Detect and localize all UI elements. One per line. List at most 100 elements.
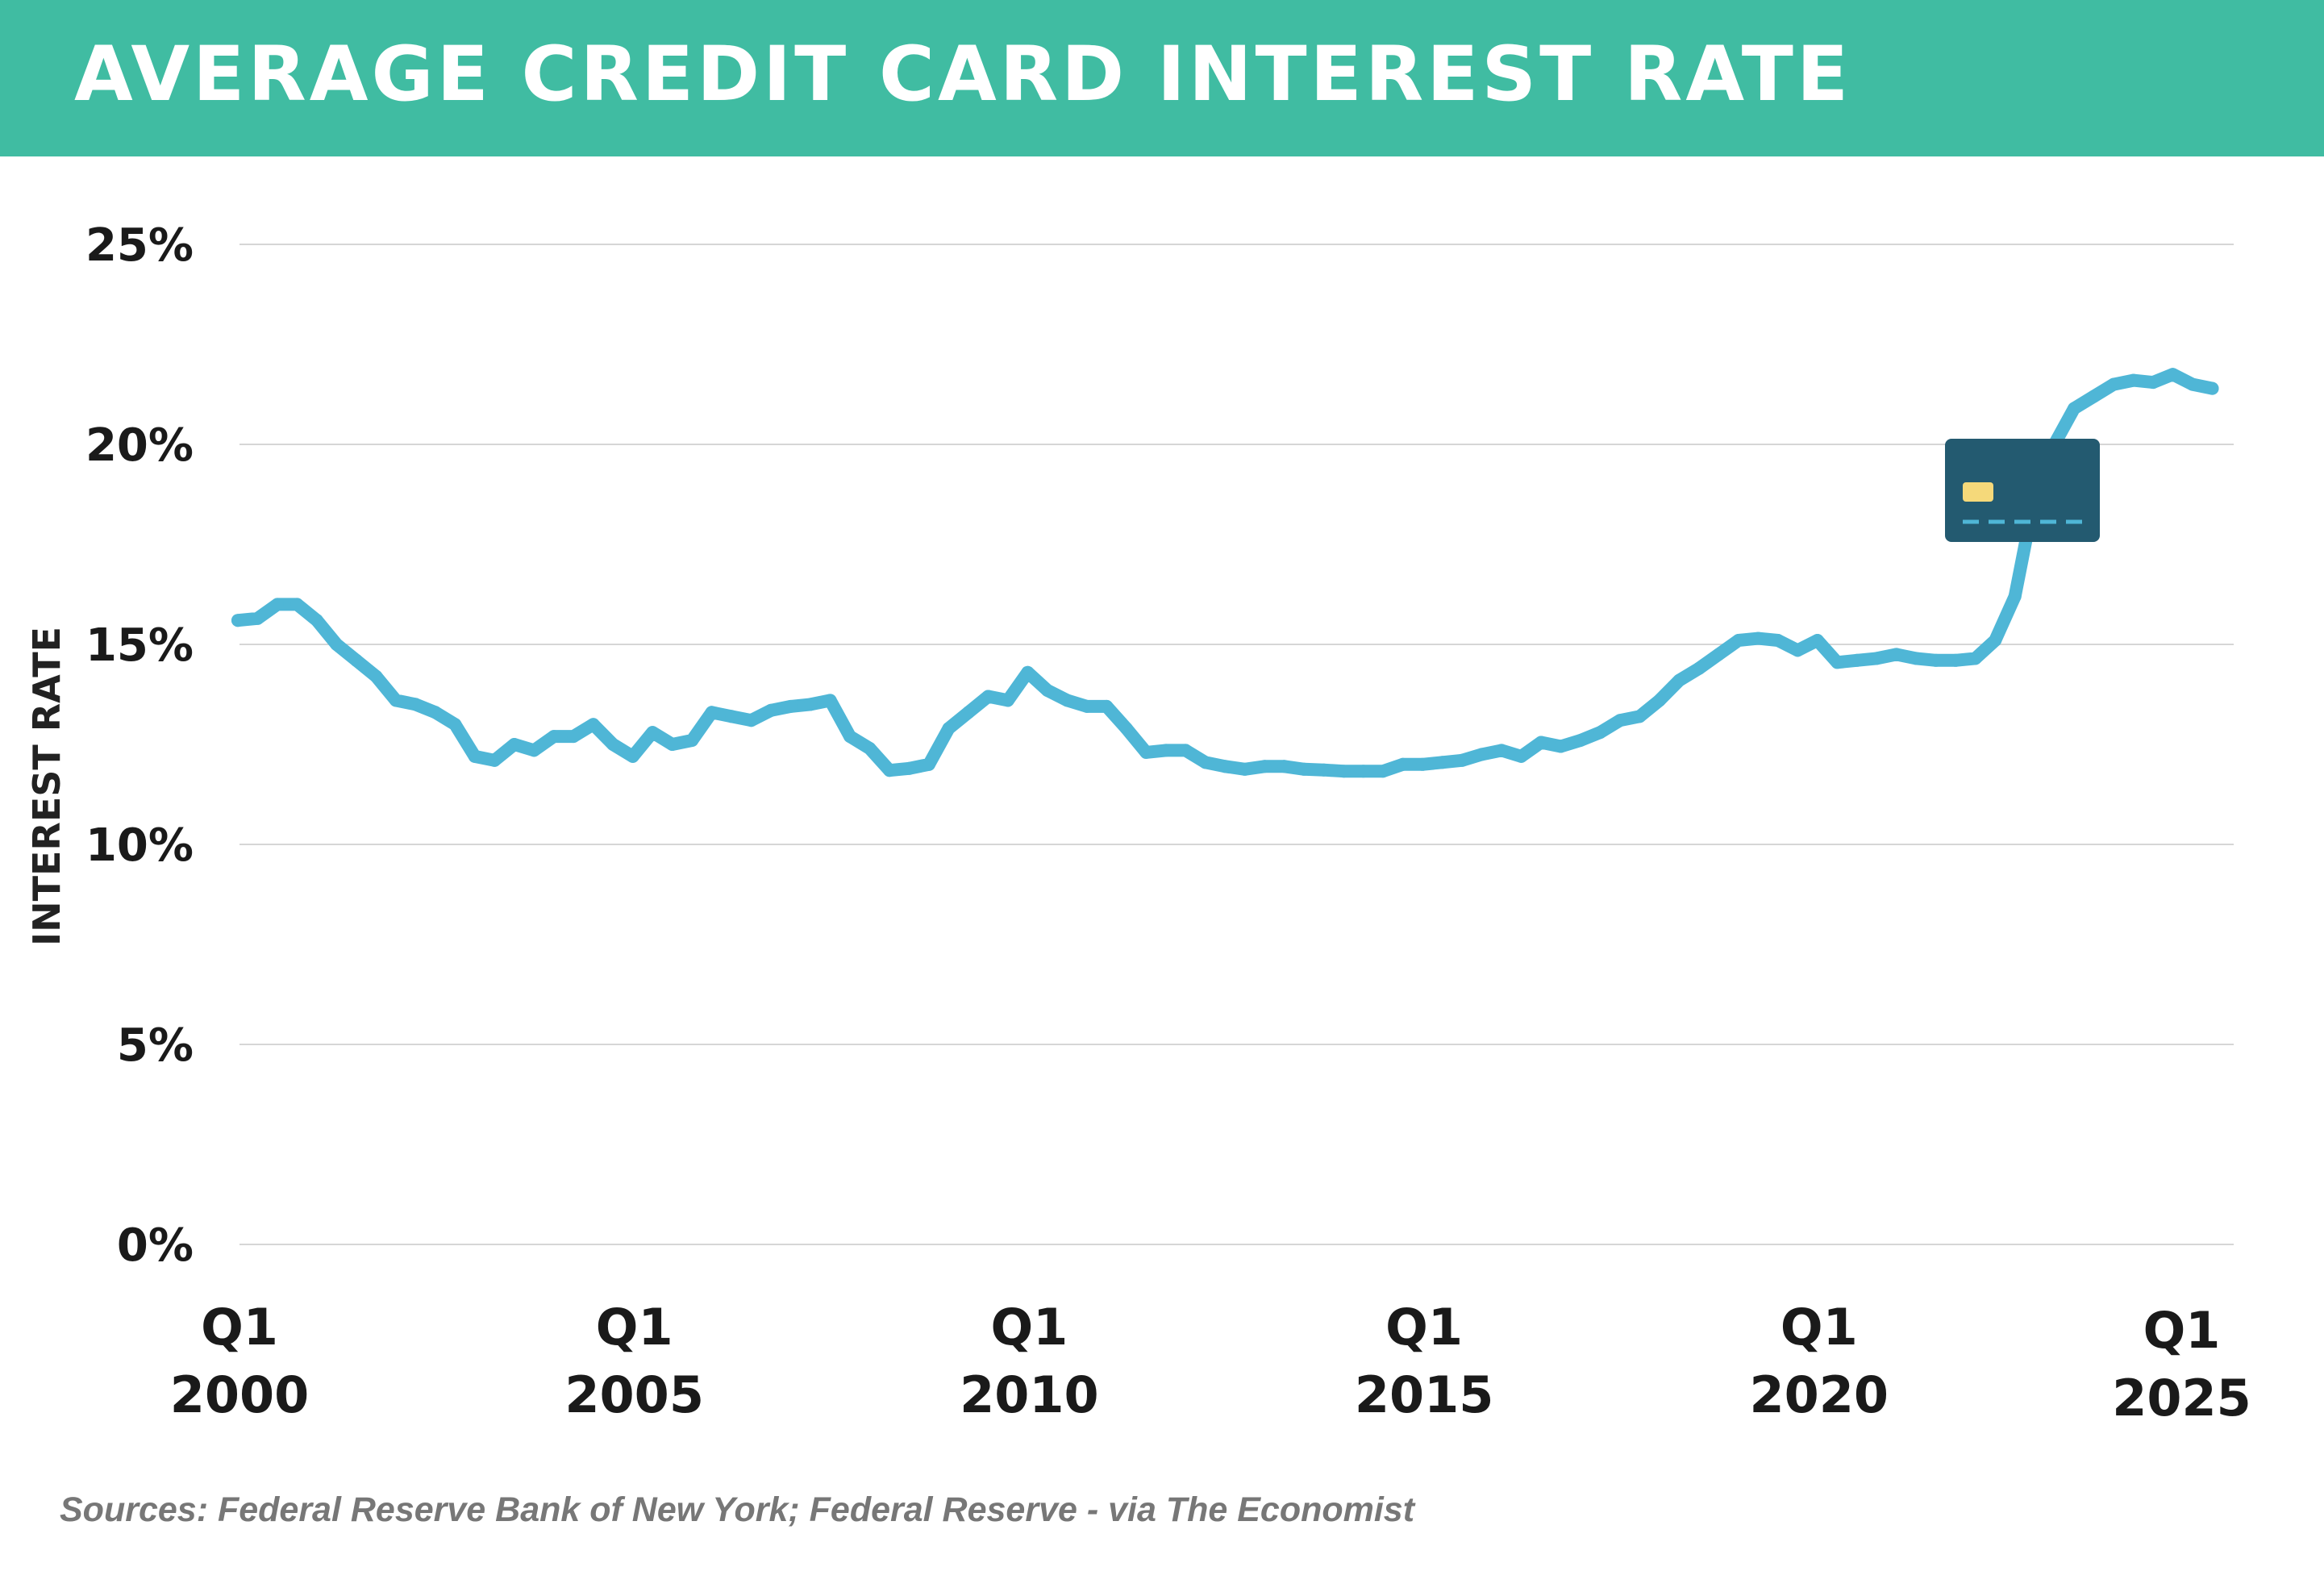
data-point (586, 718, 600, 731)
data-point (685, 734, 699, 747)
data-point (923, 757, 935, 771)
data-point (1554, 740, 1568, 753)
data-point (1712, 648, 1726, 661)
data-point (1810, 634, 1824, 647)
data-point (1317, 763, 1331, 777)
data-point (1396, 757, 1410, 771)
data-point (1672, 673, 1686, 687)
x-tick-label-quarter: Q1 (596, 1298, 673, 1357)
data-point (843, 730, 856, 744)
data-point (962, 706, 975, 719)
y-axis-ticks: 0% 5% 10% 15% 20% 25% (85, 219, 194, 1272)
x-tick-label-year: 2010 (960, 1365, 1099, 1424)
data-point (804, 698, 818, 711)
data-point (1910, 652, 1923, 665)
data-point (626, 749, 639, 763)
data-point (369, 669, 383, 683)
data-point (1692, 661, 1706, 675)
data-point (567, 730, 581, 744)
x-axis-ticks: Q1 2000 Q1 2005 Q1 2010 Q1 2015 Q1 2020 Q1 2025 (170, 1298, 2251, 1428)
data-point (1238, 762, 1252, 776)
y-axis-label: INTEREST RATE (25, 627, 69, 946)
chart-title: AVERAGE CREDIT CARD INTEREST RATE (74, 31, 1852, 119)
data-point (1495, 744, 1508, 757)
data-point (428, 706, 442, 719)
x-tick-label-quarter: Q1 (1385, 1298, 1463, 1357)
data-point (1435, 756, 1449, 769)
data-point (1060, 694, 1074, 707)
data-point (1100, 699, 1114, 713)
x-tick-label-quarter: Q1 (990, 1298, 1068, 1357)
data-point (1198, 756, 1212, 769)
credit-card-icon (1945, 439, 2100, 542)
y-tick-label: 20% (85, 419, 194, 472)
data-point (290, 598, 304, 611)
y-tick-label: 10% (85, 819, 194, 872)
data-point (527, 744, 541, 757)
data-point (231, 614, 244, 627)
data-point (1277, 760, 1291, 773)
data-point (1159, 744, 1172, 757)
data-point (606, 738, 620, 751)
data-point (507, 738, 521, 751)
data-point (468, 749, 481, 763)
data-point (646, 726, 660, 740)
y-tick-label: 15% (85, 619, 194, 672)
gridlines (239, 244, 2234, 1245)
data-point (251, 611, 264, 625)
data-point (902, 761, 916, 775)
data-point (1574, 734, 1587, 747)
data-point (1080, 699, 1093, 713)
x-tick-label-quarter: Q1 (201, 1298, 278, 1357)
data-point (942, 722, 956, 736)
data-point (883, 764, 896, 777)
data-point (1614, 714, 1626, 727)
data-point (981, 690, 995, 703)
data-point (1830, 656, 1844, 669)
x-tick-label-year: 2015 (1355, 1365, 1494, 1424)
x-tick-label-quarter: Q1 (2143, 1301, 2221, 1360)
data-point (1731, 634, 1745, 647)
data-point (1456, 753, 1469, 767)
x-tick-label-year: 2005 (564, 1365, 704, 1424)
data-point (488, 753, 502, 767)
data-points (231, 368, 2219, 778)
data-point (1989, 634, 2002, 647)
data-point (823, 694, 837, 707)
data-point (2068, 402, 2081, 415)
data-point (1376, 765, 1390, 778)
y-tick-label: 0% (117, 1219, 194, 1272)
data-point (1297, 762, 1311, 776)
data-point (1179, 744, 1193, 757)
data-point (330, 638, 344, 651)
data-point (764, 703, 778, 717)
data-point (1040, 684, 1054, 697)
data-point (863, 742, 877, 755)
y-tick-label: 25% (85, 219, 194, 272)
series-line (231, 368, 2219, 778)
data-point (1751, 631, 1765, 645)
data-point (349, 653, 363, 667)
data-point (2205, 381, 2219, 395)
data-point (1968, 652, 1982, 665)
data-point (1535, 736, 1547, 749)
y-tick-label: 5% (117, 1019, 194, 1072)
data-point (1416, 757, 1430, 771)
data-point (547, 730, 560, 744)
data-point (744, 714, 758, 727)
data-point (1791, 644, 1805, 657)
data-point (1021, 665, 1035, 679)
data-point (1850, 653, 1864, 667)
data-point (2107, 377, 2121, 391)
data-point (1218, 760, 1232, 773)
data-point (1889, 648, 1903, 661)
data-point (2147, 376, 2160, 390)
data-point (2087, 390, 2101, 403)
data-point (2166, 368, 2180, 381)
data-point (2186, 377, 2199, 391)
data-point (2008, 590, 2022, 603)
data-point (725, 710, 739, 723)
data-point (1337, 765, 1351, 778)
data-point (705, 706, 718, 719)
